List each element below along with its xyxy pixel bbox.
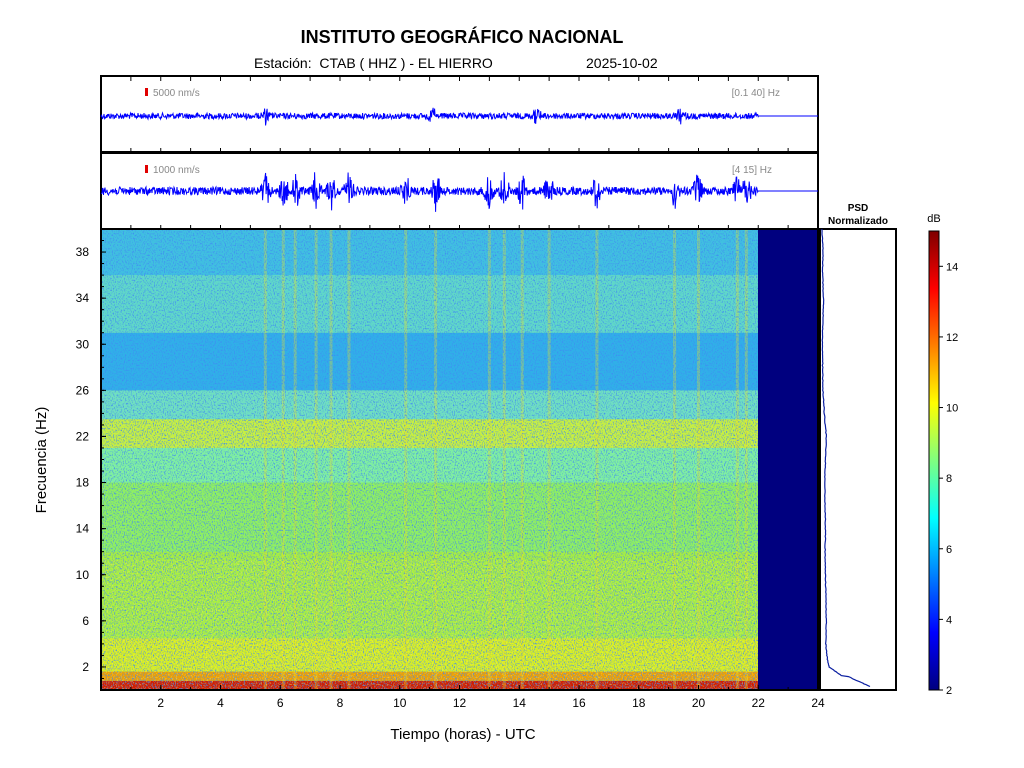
colorbar-tick-label: 12 <box>946 332 958 344</box>
y-tick-label: 34 <box>76 291 90 305</box>
spectrogram-noise-low <box>101 560 758 690</box>
y-tick-label: 22 <box>76 429 90 443</box>
seismogram-waveform <box>100 107 759 126</box>
y-tick-label: 18 <box>76 476 90 490</box>
seismogram-filtered-panel: 1000 nm/s [4 15] Hz <box>100 152 819 230</box>
x-tick-label: 22 <box>752 696 766 710</box>
spectrogram-panel: 2 4 6 8 10 12 14 16 18 20 22 24 261014182226303438 … <box>33 77 896 743</box>
psd-curve <box>821 228 871 688</box>
page-title: INSTITUTO GEOGRÁFICO NACIONAL <box>300 27 624 47</box>
x-tick-label: 20 <box>692 696 706 710</box>
seismogram-band-label: [0.1 40] Hz <box>732 88 780 99</box>
x-tick-label: 6 <box>277 696 284 710</box>
colorbar-tick-label: 10 <box>946 403 958 415</box>
x-tick-label: 4 <box>217 696 224 710</box>
y-tick-label: 30 <box>76 337 90 351</box>
y-tick-label: 14 <box>76 522 90 536</box>
date-label: 2025-10-02 <box>586 55 658 71</box>
seismogram-broadband-panel: 5000 nm/s [0.1 40] Hz <box>100 75 819 153</box>
colorbar: dB 2 4 6 8 10 12 14 <box>927 213 958 697</box>
station-label: Estación: CTAB ( HHZ ) - EL HIERRO <box>254 55 493 71</box>
y-tick-label: 10 <box>76 568 90 582</box>
seismogram-filtered-trace <box>101 172 818 212</box>
colorbar-tick-label: 8 <box>946 473 952 485</box>
scale-bar-mark <box>145 88 148 96</box>
seismogram-scale-label: 5000 nm/s <box>153 88 200 99</box>
x-tick-label: 14 <box>513 696 527 710</box>
colorbar-tick-label: 6 <box>946 544 952 556</box>
colorbar-tick-label: 4 <box>946 614 952 626</box>
x-tick-label: 10 <box>393 696 407 710</box>
x-tick-label: 8 <box>337 696 344 710</box>
psd-panel: PSD Normalizado <box>819 203 897 691</box>
seismogram-scale-label: 1000 nm/s <box>153 165 200 176</box>
x-tick-label: 16 <box>572 696 586 710</box>
colorbar-label: dB <box>927 213 940 225</box>
psd-frame <box>819 228 897 691</box>
y-tick-label: 2 <box>82 660 89 674</box>
scale-bar-mark <box>145 165 148 173</box>
y-axis-label: Frecuencia (Hz) <box>33 407 50 514</box>
x-tick-label: 18 <box>632 696 646 710</box>
x-tick-label: 24 <box>811 696 825 710</box>
seismogram-band-label: [4 15] Hz <box>732 165 772 176</box>
seismogram-waveform <box>101 172 759 212</box>
colorbar-tick-label: 2 <box>946 685 952 697</box>
psd-title: PSD <box>848 203 869 214</box>
x-tick-label: 2 <box>157 696 164 710</box>
seismogram-broadband-trace <box>100 107 818 126</box>
x-tick-label: 12 <box>453 696 467 710</box>
y-tick-label: 26 <box>76 383 90 397</box>
colorbar-tick-label: 14 <box>946 261 958 273</box>
psd-subtitle: Normalizado <box>828 216 888 227</box>
y-tick-label: 6 <box>82 614 89 628</box>
y-tick-label: 38 <box>76 245 90 259</box>
spectrogram-x-axis: 2 4 6 8 10 12 14 16 18 20 22 24 <box>130 77 825 710</box>
x-axis-label: Tiempo (horas) - UTC <box>390 726 535 743</box>
colorbar-gradient <box>928 230 940 691</box>
spectrogram-no-data-region <box>758 229 818 690</box>
